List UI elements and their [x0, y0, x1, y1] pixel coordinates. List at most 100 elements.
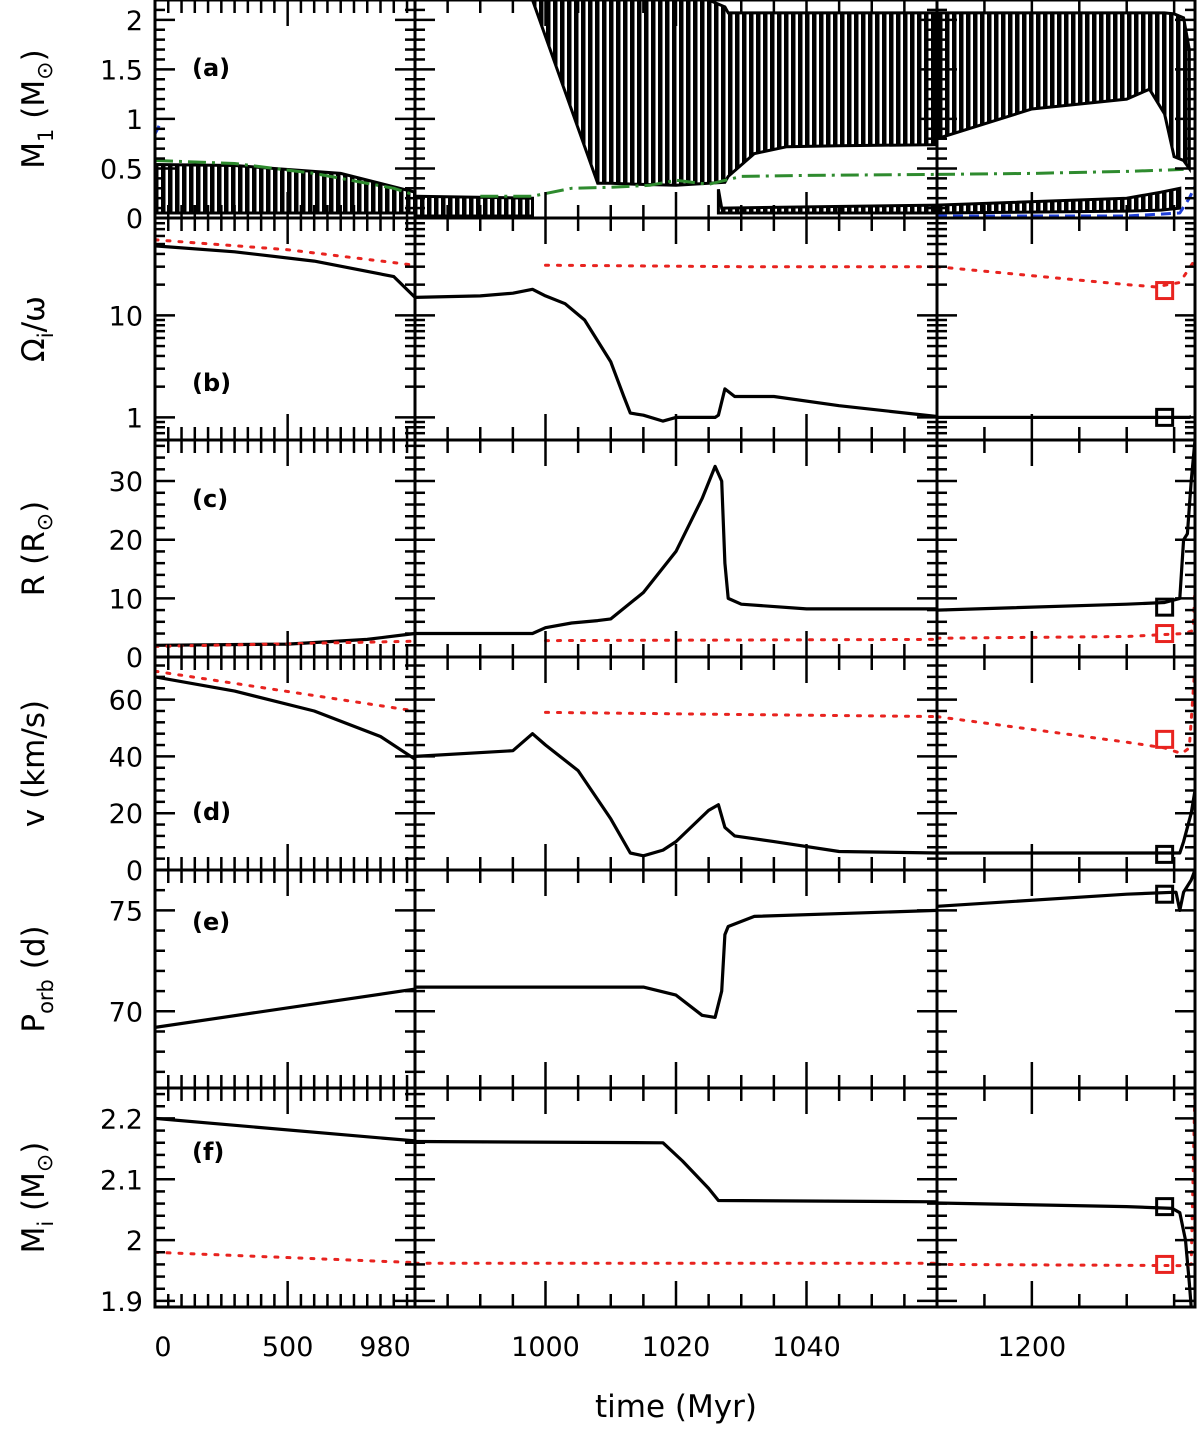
x-tick-labels: 0 500 980 1000 1020 1040 1200 [154, 1332, 1066, 1363]
panel-e-line-0-seg-1 [415, 908, 938, 1019]
panel-d-marker-1 [1155, 729, 1175, 749]
panel-b-tag: (b) [192, 369, 231, 397]
panel-e-y-axis-label: Porb (d) [16, 925, 58, 1032]
panel-c-line-1-seg-1 [544, 637, 939, 643]
ylabel-end: ) [16, 49, 52, 61]
panel-a-y-axis-label: M1 (M⊙) [16, 49, 58, 168]
panel-e-ytick-label: 70 [109, 997, 143, 1028]
panel-f-line-0-seg-1 [415, 1139, 938, 1204]
panel-a-tag: (a) [192, 54, 230, 82]
x-tick-label-early-0: 0 [154, 1332, 171, 1363]
panel-e-x-ticks [153, 870, 1176, 1088]
panel-d: 0 20 40 60 v (km/s) (d) [16, 655, 1197, 887]
panel-c-plot-area [155, 440, 1195, 648]
panel-e-ytick-label: 75 [109, 896, 143, 927]
ylabel-subscript: i [34, 332, 58, 338]
panel-a-band-1-seg-2 [935, 11, 1191, 174]
ylabel-tail: /ω [16, 296, 52, 332]
panel-a-line-0-seg-1 [480, 172, 938, 198]
panel-e-marker-0 [1155, 884, 1175, 904]
panel-b-ytick-label: 10 [109, 301, 143, 332]
panel-b-line-1-seg-1 [544, 263, 939, 269]
panel-c-line-1-seg-0 [155, 639, 417, 648]
panel-b-y-ticks [155, 216, 1195, 442]
ylabel-subscript: i [34, 1221, 58, 1227]
x-tick-label-early-1: 500 [262, 1332, 314, 1363]
panel-b-marker-1 [1155, 281, 1175, 301]
x-tick-label-middle-1: 1020 [642, 1332, 711, 1363]
panel-a-line-0-seg-2 [936, 167, 1184, 176]
panel-b-line-0-seg-2 [937, 415, 1192, 419]
panel-d-line-0-seg-2 [937, 790, 1195, 855]
x-axis-label: time (Myr) [595, 1389, 757, 1425]
panel-a-ytick-label: 0 [126, 204, 143, 235]
panel-c-ytick-label: 30 [109, 467, 143, 498]
ylabel-main: P [16, 1014, 52, 1033]
panel-d-ytick-label: 60 [109, 686, 143, 717]
panel-c-tag: (c) [192, 485, 228, 513]
ylabel-subscript: orb [34, 979, 58, 1014]
panel-d-y-axis-label: v (km/s) [16, 700, 52, 827]
panel-c-y-axis-label: R (R⊙) [16, 501, 58, 597]
panel-a-line-1-seg-2 [937, 185, 1195, 218]
panel-d-marker-0 [1155, 844, 1175, 864]
ylabel-tail: (R [16, 531, 52, 575]
panel-d-ytick-label: 40 [109, 742, 143, 773]
panel-b-ytick-label: 1 [126, 403, 143, 434]
panel-a-ytick-label: 1 [126, 105, 143, 136]
panel-f-line-1-seg-2 [935, 1088, 1195, 1268]
ylabel-main: R [16, 575, 52, 597]
ylabel-tail: (d) [16, 925, 52, 979]
ylabel-tail: (km/s) [16, 700, 52, 809]
panel-f-line-0-seg-2 [936, 1201, 1193, 1307]
panel-e-frame [153, 868, 1197, 1090]
panel-c-marker-1 [1155, 624, 1175, 644]
panel-f-y-axis-label: Mi (M⊙) [16, 1142, 58, 1254]
panel-f-ytick-label: 2.1 [100, 1165, 143, 1196]
panel-c-ytick-label: 10 [109, 584, 143, 615]
ylabel-subscript: 1 [34, 129, 58, 142]
panel-b-y-axis-label: Ωi/ω [16, 296, 58, 362]
panel-f-ytick-label: 1.9 [100, 1287, 143, 1318]
panel-e: 70 75 Porb (d) (e) [16, 868, 1197, 1090]
ylabel-main: v [16, 809, 52, 827]
panel-d-line-1-seg-1 [544, 710, 939, 719]
panel-c-ytick-label: 0 [126, 643, 143, 674]
panel-a-band-1-seg-1 [530, 0, 939, 187]
ylabel-main: M [16, 1227, 52, 1254]
panel-c-line-0-seg-0 [155, 631, 416, 647]
panel-f-line-0-seg-0 [155, 1116, 416, 1143]
panel-e-tag: (e) [192, 908, 230, 936]
x-tick-label-late-0: 1200 [997, 1332, 1066, 1363]
panel-f-x-ticks [153, 1088, 1176, 1307]
panel-d-line-0-seg-1 [415, 732, 938, 858]
panel-f-tag: (f) [192, 1138, 224, 1166]
panel-c: 0 10 20 30 R (R⊙) (c) [16, 438, 1197, 674]
panel-d-line-1-seg-0 [155, 669, 417, 713]
panel-b-line-1-seg-0 [155, 238, 417, 267]
panel-a-ytick-label: 1.5 [100, 55, 143, 86]
ylabel-main: M [16, 142, 52, 169]
panel-e-y-ticks [155, 868, 1195, 1074]
panel-d-line-0-seg-0 [155, 675, 416, 761]
panel-a-line-0-seg-0 [155, 159, 416, 197]
panel-d-ytick-label: 20 [109, 799, 143, 830]
panel-b-line-0-seg-0 [155, 244, 417, 299]
panel-b-marker-0 [1155, 407, 1175, 427]
panel-f-ytick-label: 2.2 [100, 1104, 143, 1135]
x-tick-label-middle-2: 1040 [772, 1332, 841, 1363]
panel-f-line-1-seg-0 [155, 1250, 417, 1265]
panel-b: 1 10 Ωi/ω (b) [16, 216, 1197, 442]
panel-f-ytick-label: 2 [126, 1226, 143, 1257]
panel-d-ytick-label: 0 [126, 856, 143, 887]
panel-f-marker-1 [1155, 1254, 1175, 1274]
panel-a-ytick-label: 0.5 [100, 154, 143, 185]
panel-c-frame [153, 438, 1197, 659]
panel-d-frame [153, 655, 1197, 872]
panel-c-x-ticks [153, 440, 1176, 657]
panel-f-plot-area [155, 1088, 1195, 1307]
panel-b-x-ticks [153, 218, 1176, 440]
panel-b-plot-area [155, 238, 1195, 423]
panel-a-x-ticks [153, 0, 1176, 218]
